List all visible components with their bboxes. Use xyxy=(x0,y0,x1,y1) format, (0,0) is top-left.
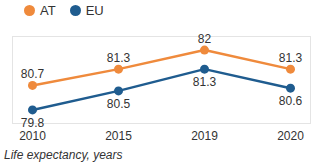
html-text:AT: AT xyxy=(40,2,56,18)
svg-text:80.7: 80.7 xyxy=(21,67,45,81)
svg-text:2019: 2019 xyxy=(191,129,218,143)
svg-text:2020: 2020 xyxy=(277,129,304,143)
svg-text:80.6: 80.6 xyxy=(279,94,303,108)
svg-text:2015: 2015 xyxy=(105,129,132,143)
svg-text:81.3: 81.3 xyxy=(107,51,131,65)
svg-text:2010: 2010 xyxy=(19,129,46,143)
svg-text:82: 82 xyxy=(198,32,212,46)
svg-text:81.3: 81.3 xyxy=(279,51,303,65)
svg-text:81.3: 81.3 xyxy=(193,75,217,89)
svg-text:80.5: 80.5 xyxy=(107,97,131,111)
svg-text:79.8: 79.8 xyxy=(21,116,45,130)
html-text:EU: EU xyxy=(85,2,104,18)
html-text:Life expectancy, years: Life expectancy, years xyxy=(4,148,123,162)
